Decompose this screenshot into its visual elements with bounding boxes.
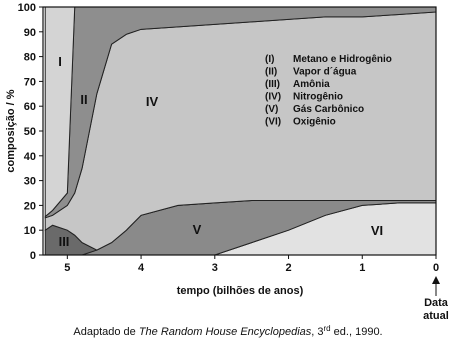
caption-text: , 3 bbox=[311, 326, 323, 338]
legend-label: Gás Carbônico bbox=[293, 104, 364, 115]
region-label: VI bbox=[371, 223, 383, 238]
x-tick-label: 4 bbox=[138, 262, 145, 274]
caption: Adaptado de The Random House Encyclopedi… bbox=[73, 324, 382, 338]
y-tick-label: 40 bbox=[24, 151, 36, 163]
legend-label: Metano e Hidrogênio bbox=[293, 54, 392, 65]
caption-text: ed., 1990. bbox=[331, 326, 383, 338]
y-tick-label: 70 bbox=[24, 76, 36, 88]
legend-key: (III) bbox=[265, 79, 280, 90]
x-tick-label: 1 bbox=[359, 262, 365, 274]
region-label: IV bbox=[146, 94, 159, 109]
y-tick-label: 10 bbox=[24, 225, 36, 237]
legend-key: (II) bbox=[265, 67, 277, 78]
y-tick-label: 20 bbox=[24, 200, 36, 212]
region-label: III bbox=[59, 234, 70, 249]
legend-label: Vapor d´água bbox=[293, 67, 357, 78]
x-annotation: atual bbox=[423, 310, 449, 322]
x-tick-label: 3 bbox=[212, 262, 218, 274]
x-tick-label: 0 bbox=[433, 262, 439, 274]
x-tick-label: 5 bbox=[64, 262, 70, 274]
y-tick-label: 60 bbox=[24, 101, 36, 113]
region-label: V bbox=[193, 222, 202, 237]
caption-text: Adaptado de bbox=[73, 326, 138, 338]
legend-key: (VI) bbox=[265, 117, 281, 128]
x-tick-label: 2 bbox=[285, 262, 291, 274]
y-tick-label: 30 bbox=[24, 176, 36, 188]
legend-key: (IV) bbox=[265, 92, 281, 103]
y-axis-label: composição / % bbox=[5, 89, 17, 172]
x-annotation: Data bbox=[424, 297, 449, 309]
legend-key: (V) bbox=[265, 104, 278, 115]
y-tick-label: 100 bbox=[18, 2, 36, 14]
caption-source: The Random House Encyclopedias bbox=[139, 326, 312, 338]
caption-sup: rd bbox=[324, 324, 331, 333]
y-tick-label: 90 bbox=[24, 27, 36, 39]
y-tick-label: 80 bbox=[24, 52, 36, 64]
arrow-head bbox=[432, 276, 440, 284]
legend-label: Nitrogênio bbox=[293, 92, 343, 103]
y-tick-label: 50 bbox=[24, 126, 36, 138]
legend-label: Amônia bbox=[293, 79, 330, 90]
region-label: I bbox=[58, 54, 62, 69]
y-tick-label: 0 bbox=[30, 250, 36, 262]
x-axis-label: tempo (bilhões de anos) bbox=[177, 285, 304, 297]
legend-key: (I) bbox=[265, 54, 274, 65]
region-label: II bbox=[80, 92, 87, 107]
plot-area bbox=[44, 6, 437, 256]
legend-label: Oxigênio bbox=[293, 117, 336, 128]
